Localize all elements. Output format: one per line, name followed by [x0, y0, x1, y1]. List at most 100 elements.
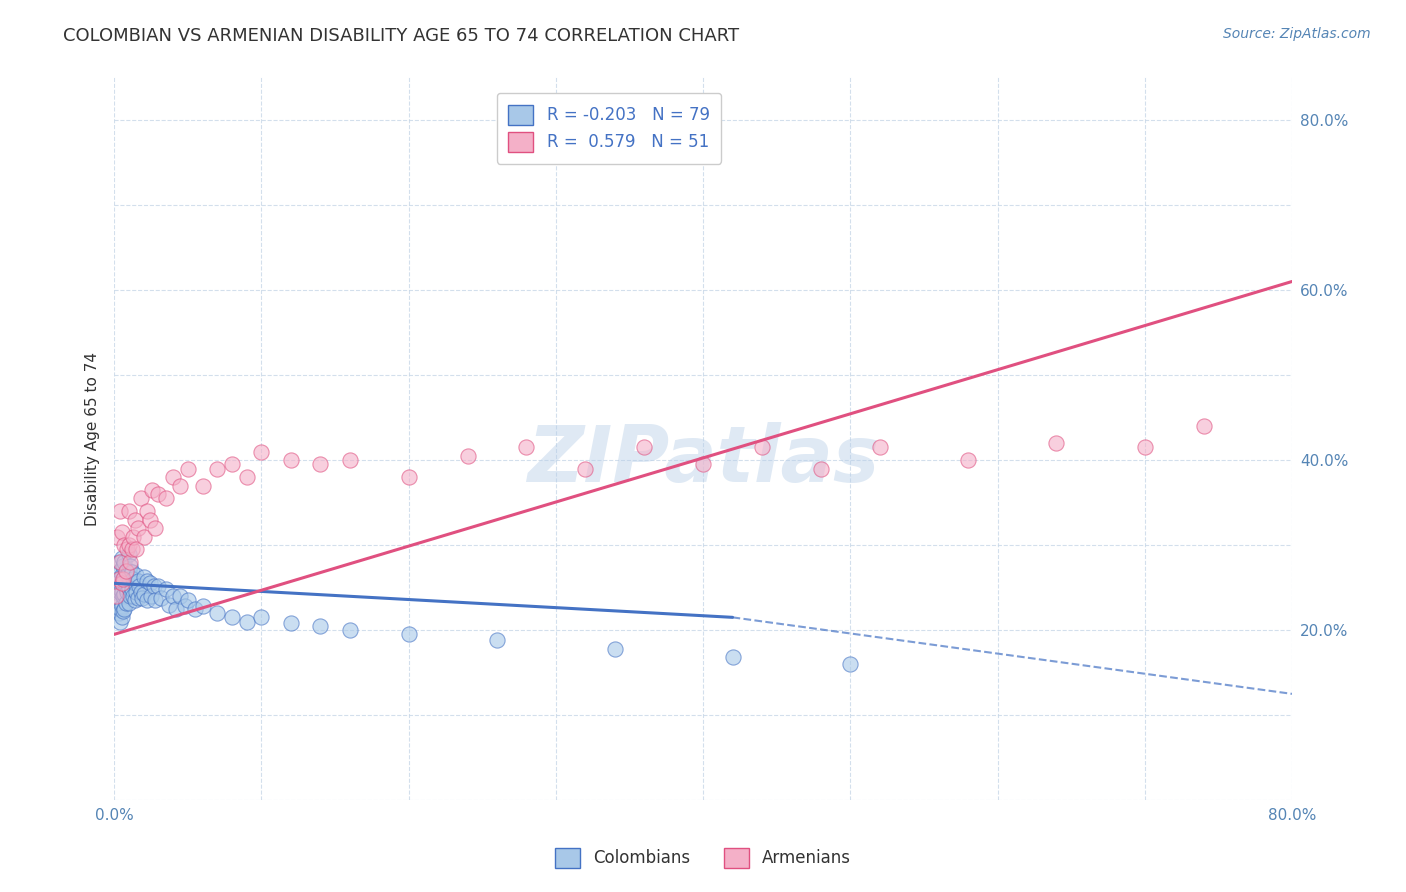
- Point: [131, 591, 153, 605]
- Point: [111, 572, 134, 586]
- Point: [118, 547, 141, 561]
- Point: [104, 584, 127, 599]
- Point: [135, 504, 157, 518]
- Point: [107, 572, 129, 586]
- Point: [120, 559, 142, 574]
- Point: [169, 478, 191, 492]
- Point: [107, 555, 129, 569]
- Point: [117, 584, 139, 599]
- Point: [221, 610, 243, 624]
- Point: [603, 641, 626, 656]
- Point: [115, 566, 138, 580]
- Y-axis label: Disability Age 65 to 74: Disability Age 65 to 74: [86, 351, 100, 525]
- Point: [155, 491, 177, 506]
- Point: [122, 530, 145, 544]
- Point: [128, 579, 150, 593]
- Point: [124, 512, 146, 526]
- Point: [869, 440, 891, 454]
- Point: [135, 574, 157, 588]
- Point: [107, 581, 129, 595]
- Point: [120, 574, 142, 588]
- Point: [142, 579, 165, 593]
- Point: [114, 570, 136, 584]
- Point: [207, 461, 229, 475]
- Point: [574, 461, 596, 475]
- Point: [339, 453, 361, 467]
- Point: [115, 564, 138, 578]
- Point: [810, 461, 832, 475]
- Point: [280, 453, 302, 467]
- Point: [105, 593, 128, 607]
- Point: [162, 470, 184, 484]
- Point: [692, 458, 714, 472]
- Legend: Colombians, Armenians: Colombians, Armenians: [548, 841, 858, 875]
- Point: [633, 440, 655, 454]
- Point: [162, 589, 184, 603]
- Point: [108, 555, 131, 569]
- Point: [120, 555, 142, 569]
- Point: [191, 478, 214, 492]
- Point: [124, 576, 146, 591]
- Point: [177, 593, 200, 607]
- Point: [309, 619, 332, 633]
- Point: [250, 610, 273, 624]
- Point: [145, 593, 167, 607]
- Point: [110, 599, 132, 614]
- Point: [118, 596, 141, 610]
- Point: [280, 616, 302, 631]
- Point: [111, 559, 134, 574]
- Point: [110, 550, 132, 565]
- Point: [108, 584, 131, 599]
- Point: [148, 579, 170, 593]
- Point: [118, 538, 141, 552]
- Point: [132, 570, 155, 584]
- Point: [104, 589, 127, 603]
- Point: [107, 606, 129, 620]
- Point: [108, 564, 131, 578]
- Point: [207, 606, 229, 620]
- Point: [110, 525, 132, 540]
- Point: [110, 584, 132, 599]
- Point: [141, 483, 163, 497]
- Point: [145, 521, 167, 535]
- Point: [139, 589, 162, 603]
- Point: [155, 582, 177, 597]
- Point: [110, 576, 132, 591]
- Point: [121, 542, 143, 557]
- Point: [125, 567, 148, 582]
- Point: [114, 602, 136, 616]
- Point: [118, 504, 141, 518]
- Point: [751, 440, 773, 454]
- Point: [114, 587, 136, 601]
- Point: [132, 530, 155, 544]
- Point: [839, 657, 862, 672]
- Point: [177, 461, 200, 475]
- Point: [127, 521, 149, 535]
- Point: [1045, 436, 1067, 450]
- Point: [165, 602, 187, 616]
- Point: [1192, 419, 1215, 434]
- Point: [111, 604, 134, 618]
- Point: [114, 555, 136, 569]
- Point: [485, 633, 508, 648]
- Point: [138, 576, 160, 591]
- Point: [118, 564, 141, 578]
- Point: [110, 567, 132, 582]
- Point: [235, 615, 257, 629]
- Point: [157, 598, 180, 612]
- Point: [124, 593, 146, 607]
- Point: [117, 542, 139, 557]
- Point: [111, 589, 134, 603]
- Point: [515, 440, 537, 454]
- Point: [221, 458, 243, 472]
- Point: [150, 591, 173, 605]
- Point: [173, 599, 195, 614]
- Point: [148, 487, 170, 501]
- Point: [122, 589, 145, 603]
- Point: [129, 584, 152, 599]
- Point: [191, 599, 214, 614]
- Point: [110, 610, 132, 624]
- Point: [114, 538, 136, 552]
- Point: [129, 491, 152, 506]
- Point: [105, 572, 128, 586]
